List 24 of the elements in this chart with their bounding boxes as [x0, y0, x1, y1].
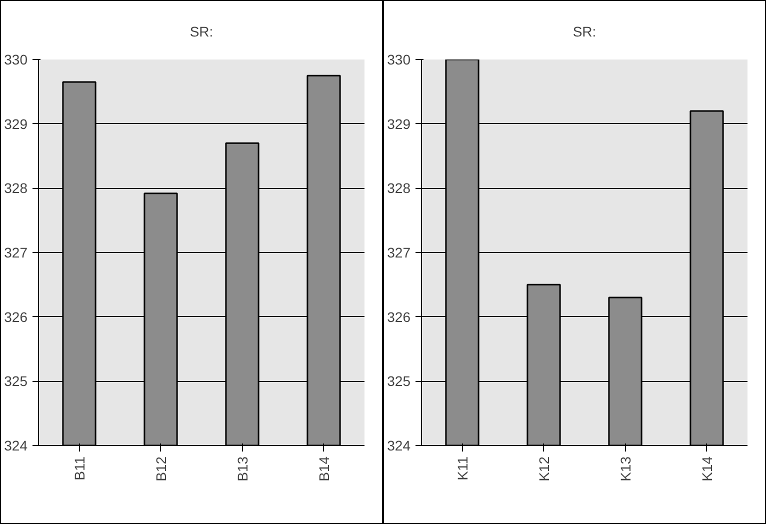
- y-tick-label: 328: [4, 180, 28, 196]
- y-tick-label: 327: [4, 244, 28, 260]
- x-tick-label: B13: [234, 456, 250, 482]
- y-tick-label: 326: [4, 308, 28, 325]
- y-tick-label: 325: [4, 373, 28, 390]
- y-tick-label: 324: [4, 438, 28, 454]
- x-tick-label: B11: [71, 456, 88, 480]
- y-tick-label: 324: [387, 438, 411, 454]
- y-tick-label: 329: [4, 116, 28, 132]
- x-tick-label: K13: [617, 456, 634, 482]
- y-tick-label: 325: [387, 373, 411, 390]
- x-tick-label: B14: [316, 456, 332, 482]
- y-tick-label: 329: [387, 116, 411, 132]
- x-tick-label: K11: [454, 456, 470, 480]
- y-tick-label: 330: [387, 52, 411, 68]
- x-tick-label: B12: [152, 456, 169, 482]
- y-tick-label: 328: [387, 180, 411, 196]
- x-tick-label: K12: [536, 456, 552, 482]
- x-tick-label: K14: [698, 456, 715, 482]
- y-tick-label: 330: [4, 52, 28, 68]
- chart-title: SR:: [572, 24, 596, 40]
- y-tick-label: 327: [387, 244, 411, 260]
- chart-title: SR:: [190, 24, 214, 40]
- y-tick-label: 326: [387, 308, 411, 325]
